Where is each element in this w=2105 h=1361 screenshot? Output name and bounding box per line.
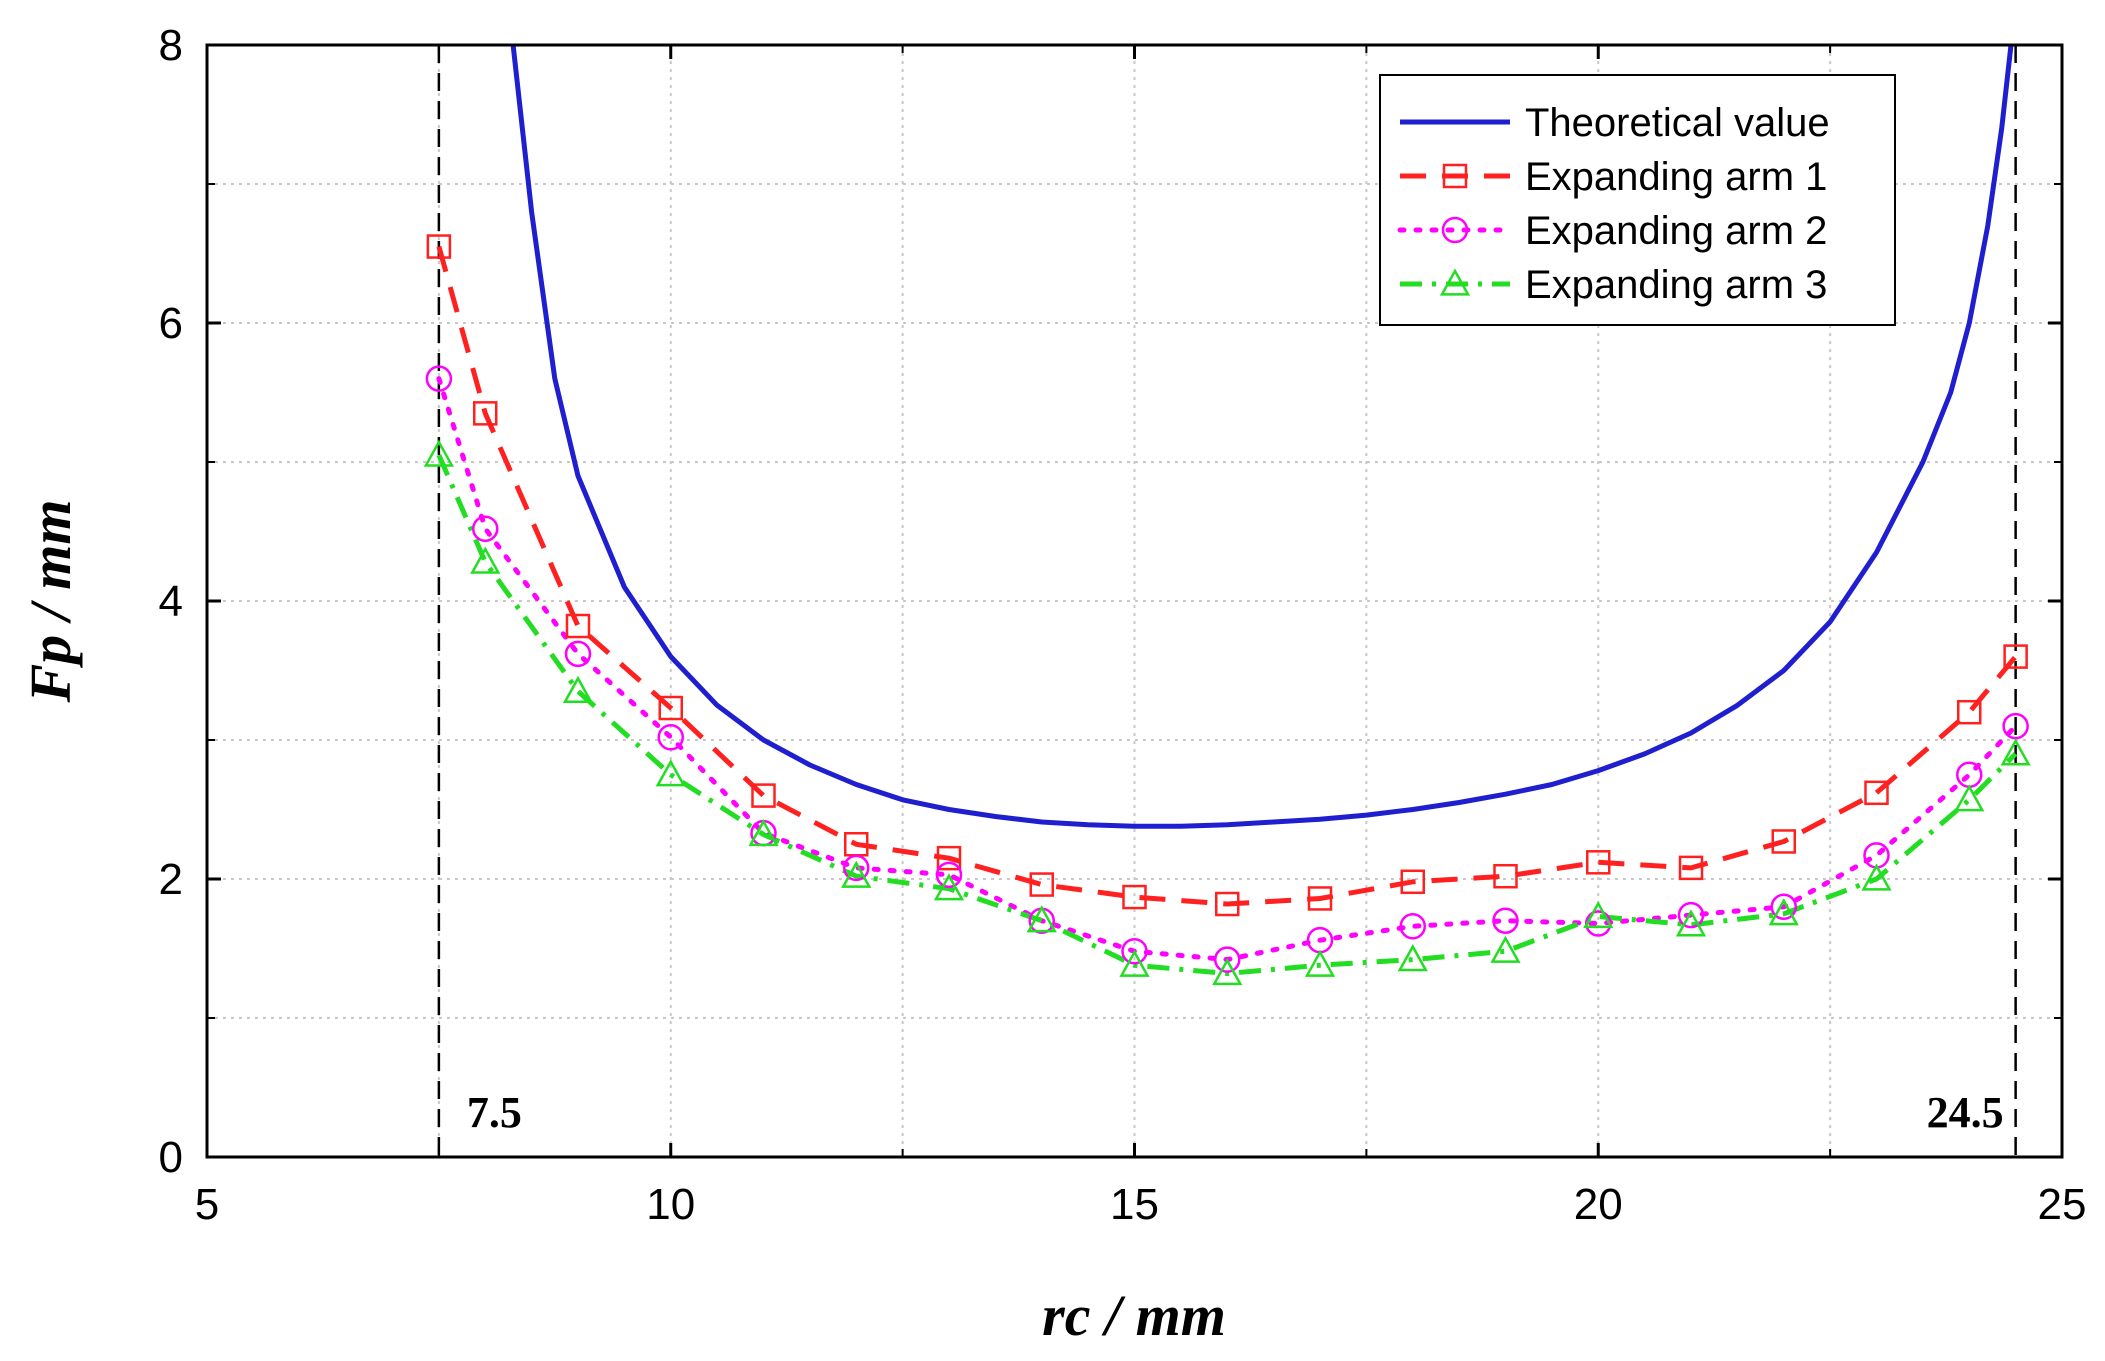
y-axis-title: Fp / mm <box>18 499 83 703</box>
x-tick-label: 15 <box>1110 1180 1159 1229</box>
data-point-series-2 <box>1957 699 1982 725</box>
vline-label: 24.5 <box>1927 1088 2004 1137</box>
y-tick-label: 6 <box>159 299 183 348</box>
data-point-series-4 <box>933 873 965 901</box>
data-point-series-3 <box>1399 913 1426 940</box>
data-point-series-4 <box>470 546 501 574</box>
series-line-1 <box>510 45 2014 829</box>
data-point-series-3 <box>2002 712 2029 740</box>
x-tick-label: 10 <box>646 1180 695 1229</box>
x-tick-label: 5 <box>195 1180 219 1229</box>
legend-label-2: Expanding arm 1 <box>1525 155 1827 199</box>
data-point-series-3 <box>657 723 684 751</box>
data-point-series-3 <box>564 640 592 668</box>
data-point-series-2 <box>1215 891 1240 917</box>
data-point-series-4 <box>1119 949 1150 977</box>
data-point-series-4 <box>423 439 454 467</box>
annotations: 7.5 24.5 <box>467 1088 2004 1137</box>
data-point-series-2 <box>1307 886 1333 911</box>
data-point-series-3 <box>843 854 870 882</box>
data-point-series-4 <box>1861 863 1892 891</box>
legend: Theoretical value Expanding arm 1 Expandin… <box>1379 74 1896 326</box>
data-point-series-4 <box>748 818 779 847</box>
y-tick-label: 8 <box>159 21 183 70</box>
data-point-series-2 <box>1586 850 1611 875</box>
legend-marker-3 <box>1441 216 1469 244</box>
legend-label-4: Expanding arm 3 <box>1525 263 1827 307</box>
data-point-series-3 <box>1492 907 1519 934</box>
data-point-series-4 <box>1397 944 1428 972</box>
data-point-series-2 <box>751 783 776 808</box>
x-tick-label: 25 <box>2038 1180 2087 1229</box>
legend-label-3: Expanding arm 2 <box>1525 209 1827 253</box>
data-point-series-2 <box>936 845 962 871</box>
data-point-series-4 <box>1768 898 1799 926</box>
data-point-series-4 <box>1583 900 1614 929</box>
data-point-series-2 <box>1400 869 1425 895</box>
vline-label: 7.5 <box>467 1088 522 1137</box>
data-point-series-2 <box>1678 855 1704 881</box>
data-point-series-4 <box>1954 784 1985 812</box>
legend-label-1: Theoretical value <box>1525 101 1830 145</box>
data-point-series-2 <box>473 401 498 426</box>
data-point-series-2 <box>1029 872 1054 897</box>
data-point-series-3 <box>1770 893 1797 921</box>
data-point-series-4 <box>655 759 686 787</box>
data-point-series-2 <box>1771 829 1796 854</box>
data-point-series-4 <box>562 675 594 703</box>
axis-ticks: 5 10 15 20 25 0 2 4 6 8 <box>159 21 2087 1229</box>
series-markers <box>423 234 2031 986</box>
data-point-series-4 <box>1212 957 1243 986</box>
y-tick-label: 0 <box>159 1133 183 1182</box>
series-line-3 <box>436 376 2019 963</box>
data-point-series-2 <box>426 234 452 259</box>
data-point-series-3 <box>1121 938 1148 965</box>
legend-marker-4 <box>1439 268 1471 296</box>
series-line-2 <box>436 245 2018 907</box>
x-tick-label: 20 <box>1574 1180 1623 1229</box>
data-point-series-3 <box>935 861 963 889</box>
data-point-series-3 <box>1956 761 1983 788</box>
data-point-series-4 <box>1026 905 1057 933</box>
data-point-series-3 <box>1677 901 1705 929</box>
data-point-series-4 <box>841 860 872 888</box>
data-point-series-2 <box>658 695 683 721</box>
series-line-4 <box>436 454 2018 976</box>
data-point-series-4 <box>1304 949 1336 977</box>
data-point-series-2 <box>2003 644 2028 669</box>
y-tick-label: 2 <box>159 855 183 904</box>
data-point-series-3 <box>1214 946 1241 973</box>
x-axis-title: rc / mm <box>1042 1283 1226 1348</box>
legend-marker-2 <box>1442 163 1468 189</box>
data-point-series-2 <box>1864 780 1889 806</box>
data-point-series-3 <box>472 515 499 542</box>
data-point-series-2 <box>565 613 591 639</box>
data-point-series-4 <box>2000 738 2031 766</box>
data-point-series-4 <box>1490 935 1521 963</box>
data-point-series-2 <box>1122 884 1147 910</box>
data-point-series-4 <box>1675 909 1707 937</box>
data-point-series-2 <box>1493 863 1518 889</box>
y-tick-label: 4 <box>159 577 183 626</box>
data-point-series-3 <box>425 365 453 392</box>
reference-lines <box>437 45 2017 1157</box>
